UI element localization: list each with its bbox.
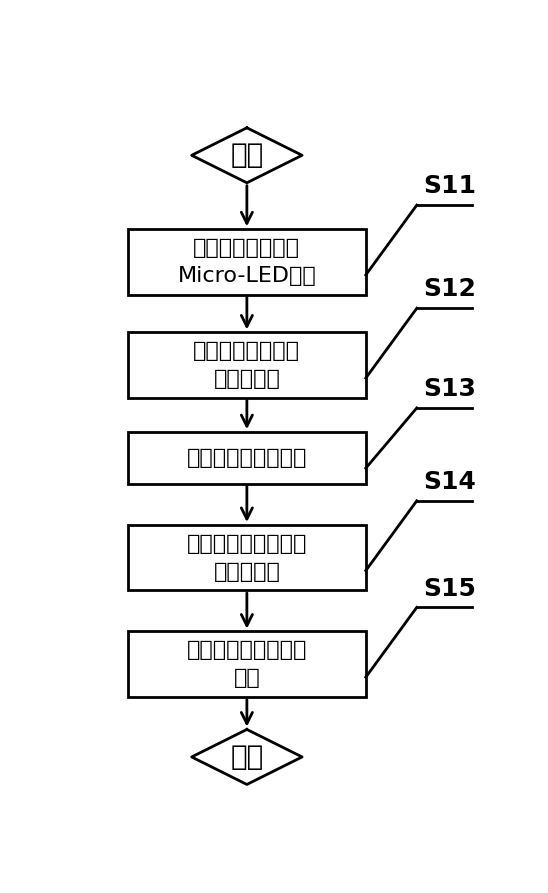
FancyBboxPatch shape (128, 631, 366, 697)
Text: 透明基板另一侧制备
方形微透镜: 透明基板另一侧制备 方形微透镜 (187, 533, 307, 581)
Text: 透明基板表面制备
梯形微结构: 透明基板表面制备 梯形微结构 (193, 341, 300, 389)
Text: S15: S15 (423, 577, 476, 600)
Text: 衬底四周涂覆封框体: 衬底四周涂覆封框体 (187, 448, 307, 468)
Text: S13: S13 (423, 377, 476, 401)
Polygon shape (192, 128, 302, 183)
Text: 衬底表面提供蓝色
Micro-LED芯片: 衬底表面提供蓝色 Micro-LED芯片 (178, 238, 316, 286)
Text: S12: S12 (423, 278, 476, 302)
Text: 结束: 结束 (230, 743, 264, 771)
FancyBboxPatch shape (128, 332, 366, 397)
FancyBboxPatch shape (128, 525, 366, 590)
Polygon shape (192, 730, 302, 784)
FancyBboxPatch shape (128, 230, 366, 295)
Text: S14: S14 (423, 470, 476, 494)
Text: S11: S11 (423, 174, 476, 198)
FancyBboxPatch shape (128, 432, 366, 484)
Text: 透明基板与衬底对准
封装: 透明基板与衬底对准 封装 (187, 640, 307, 689)
Text: 开始: 开始 (230, 141, 264, 170)
